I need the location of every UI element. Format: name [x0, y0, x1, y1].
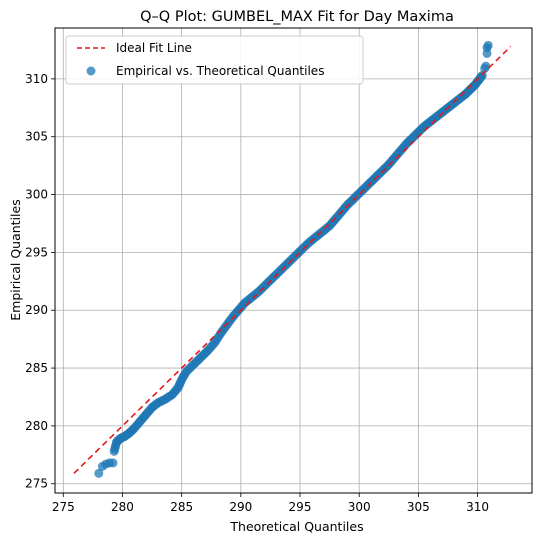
x-axis-label: Theoretical Quantiles: [229, 519, 363, 534]
plot-frame: [54, 27, 533, 494]
x-tick-label: 300: [348, 500, 371, 514]
data-point: [481, 61, 491, 71]
data-point: [108, 458, 118, 468]
y-tick-label: 295: [25, 245, 48, 259]
plot-area: [73, 40, 512, 478]
y-tick-label: 290: [25, 303, 48, 317]
y-tick-label: 275: [25, 477, 48, 491]
data-point: [483, 40, 493, 50]
y-tick-label: 310: [25, 72, 48, 86]
y-tick-label: 300: [25, 188, 48, 202]
x-tick-label: 305: [407, 500, 430, 514]
legend-points-swatch: [86, 66, 96, 76]
y-tick-label: 285: [25, 361, 48, 375]
y-tick-label: 280: [25, 419, 48, 433]
legend-points-label: Empirical vs. Theoretical Quantiles: [116, 64, 324, 78]
x-tick-label: 290: [229, 500, 252, 514]
y-axis-ticks: 275 280 285 290 295 300 305 310: [25, 72, 55, 491]
y-axis-label: Empirical Quantiles: [8, 199, 23, 320]
x-tick-label: 275: [52, 500, 75, 514]
x-axis-ticks: 275 280 285 290 295 300 305 310: [52, 493, 489, 514]
chart-title: Q–Q Plot: GUMBEL_MAX Fit for Day Maxima: [140, 9, 454, 25]
ideal-fit-line: [73, 45, 512, 474]
x-tick-label: 280: [111, 500, 134, 514]
x-tick-label: 285: [170, 500, 193, 514]
legend-ideal-line-label: Ideal Fit Line: [116, 41, 192, 55]
x-tick-label: 295: [289, 500, 312, 514]
y-tick-label: 305: [25, 130, 48, 144]
legend: Ideal Fit Line Empirical vs. Theoretical…: [65, 35, 364, 85]
x-tick-label: 310: [466, 500, 489, 514]
data-point: [94, 468, 104, 478]
grid-lines: [55, 28, 532, 493]
legend-box: [65, 35, 364, 85]
